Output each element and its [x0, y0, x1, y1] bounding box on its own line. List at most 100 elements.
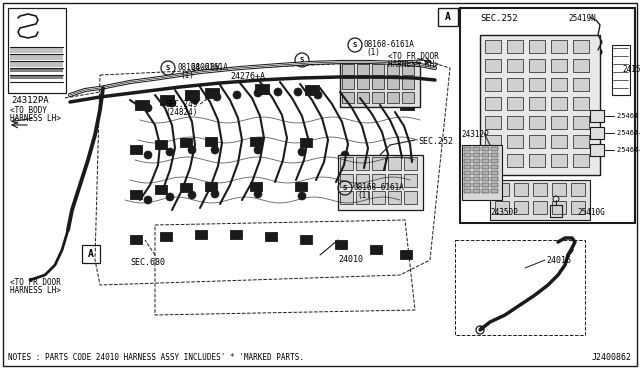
Bar [491, 147, 498, 151]
Bar [10, 61, 63, 67]
Bar [533, 201, 547, 214]
Bar [388, 174, 401, 187]
Bar [482, 153, 489, 157]
Text: 25464 (10A): 25464 (10A) [617, 113, 640, 119]
Bar [507, 97, 523, 110]
Bar [485, 78, 501, 91]
Text: S: S [166, 65, 170, 71]
Bar [495, 183, 509, 196]
Bar [491, 159, 498, 163]
Bar [590, 110, 604, 122]
Bar [551, 154, 567, 167]
Bar [482, 147, 489, 151]
Bar [404, 174, 417, 187]
Text: 24150: 24150 [622, 65, 640, 74]
Bar [573, 154, 589, 167]
Bar [160, 95, 174, 105]
Bar [255, 84, 269, 94]
Bar [10, 68, 63, 72]
Bar [551, 40, 567, 53]
Bar [340, 191, 353, 204]
Bar [342, 92, 354, 103]
Text: 25410G: 25410G [577, 208, 605, 217]
Text: 24276+A: 24276+A [230, 72, 265, 81]
Bar [573, 59, 589, 72]
Bar [507, 40, 523, 53]
Text: SEC.252: SEC.252 [418, 137, 453, 146]
Text: 24350P: 24350P [490, 208, 518, 217]
Bar [335, 240, 347, 249]
Text: 25464+B (20A): 25464+B (20A) [617, 147, 640, 153]
Bar [185, 90, 199, 100]
Circle shape [298, 148, 306, 156]
Bar [464, 177, 471, 181]
Bar [357, 78, 369, 89]
Bar [295, 182, 307, 191]
Circle shape [191, 96, 199, 104]
Bar [155, 140, 167, 149]
Bar [455, 240, 585, 335]
Bar [491, 171, 498, 175]
Text: HARNESS LH>: HARNESS LH> [10, 114, 61, 123]
Circle shape [254, 146, 262, 154]
Bar [507, 78, 523, 91]
Bar [514, 201, 528, 214]
Bar [507, 59, 523, 72]
Bar [573, 97, 589, 110]
Bar [82, 245, 100, 263]
Bar [340, 157, 353, 170]
Bar [529, 40, 545, 53]
Circle shape [166, 148, 174, 156]
Bar [529, 97, 545, 110]
Text: (1): (1) [180, 71, 194, 80]
Bar [438, 8, 458, 26]
Text: 08168-6161A: 08168-6161A [177, 63, 228, 72]
Text: SEC.680: SEC.680 [130, 258, 165, 267]
Text: S: S [353, 42, 357, 48]
Circle shape [254, 89, 262, 97]
Bar [387, 92, 399, 103]
Text: A: A [88, 249, 94, 259]
Bar [552, 183, 566, 196]
Bar [400, 250, 412, 259]
Bar [342, 64, 354, 75]
Text: 24016: 24016 [546, 256, 571, 265]
Bar [130, 190, 142, 199]
Bar [473, 183, 480, 187]
Bar [473, 159, 480, 163]
Bar [300, 235, 312, 244]
Circle shape [294, 88, 302, 96]
Bar [342, 78, 354, 89]
Bar [372, 78, 384, 89]
Bar [372, 191, 385, 204]
Circle shape [211, 190, 219, 198]
Bar [507, 135, 523, 148]
Bar [533, 183, 547, 196]
Bar [8, 8, 66, 93]
Bar [473, 177, 480, 181]
Bar [388, 157, 401, 170]
Bar [340, 62, 420, 107]
Bar [491, 165, 498, 169]
Bar [340, 174, 353, 187]
Bar [10, 75, 63, 79]
Bar [462, 145, 502, 200]
Text: (1): (1) [366, 48, 380, 57]
Bar [491, 183, 498, 187]
Bar [205, 137, 217, 146]
Circle shape [144, 151, 152, 159]
Text: HARNESS RH>: HARNESS RH> [388, 60, 439, 69]
Circle shape [274, 88, 282, 96]
Bar [482, 183, 489, 187]
Bar [160, 232, 172, 241]
Text: J2400862: J2400862 [592, 353, 632, 362]
Bar [338, 155, 423, 210]
Bar [135, 100, 149, 110]
Bar [180, 138, 192, 147]
Bar [573, 135, 589, 148]
Circle shape [144, 104, 152, 112]
Bar [485, 40, 501, 53]
Bar [387, 78, 399, 89]
Bar [402, 64, 414, 75]
Bar [551, 59, 567, 72]
